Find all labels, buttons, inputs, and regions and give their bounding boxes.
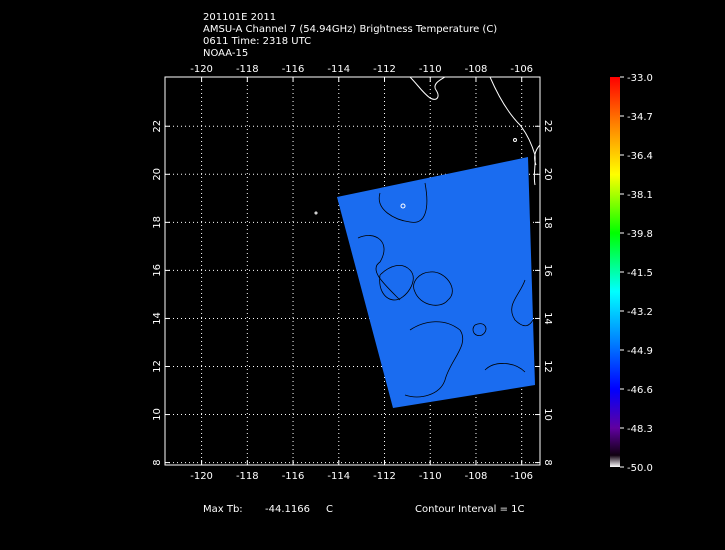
lat-label: 10 (152, 408, 163, 421)
lon-label: -116 (282, 471, 305, 482)
colorbar-label: -48.3 (627, 424, 653, 435)
lat-label: 8 (152, 459, 163, 465)
lon-label: -108 (465, 64, 488, 75)
lon-label: -118 (236, 471, 259, 482)
colorbar (610, 77, 620, 467)
lat-label: 18 (152, 216, 163, 229)
lat-label: 10 (542, 408, 553, 421)
coastline (314, 77, 540, 215)
lon-label: -118 (236, 64, 259, 75)
map-frame (164, 76, 541, 466)
colorbar-label: -43.2 (627, 307, 653, 318)
colorbar-label: -39.8 (627, 229, 653, 240)
footer-text: C (326, 504, 333, 515)
colorbar-label: -50.0 (627, 463, 653, 474)
lat-label: 14 (152, 312, 163, 325)
header-line: AMSU-A Channel 7 (54.94GHz) Brightness T… (203, 24, 497, 35)
swath (337, 157, 535, 408)
lat-label: 16 (152, 264, 163, 277)
lat-label: 12 (542, 360, 553, 373)
lat-label: 12 (152, 360, 163, 373)
footer-text: Contour Interval = 1C (415, 504, 525, 515)
map-content (314, 77, 540, 408)
contours (357, 182, 534, 398)
colorbar-label: -46.6 (627, 385, 653, 396)
lat-label: 16 (542, 264, 553, 277)
lon-label: -106 (510, 64, 533, 75)
lon-label: -112 (373, 64, 396, 75)
colorbar-label: -44.9 (627, 346, 653, 357)
lon-label: -108 (465, 471, 488, 482)
lat-label: 22 (152, 120, 163, 133)
lat-label: 20 (152, 168, 163, 181)
footer-text: -44.1166 (265, 504, 310, 515)
lon-label: -120 (190, 64, 213, 75)
lat-label: 18 (542, 216, 553, 229)
lon-label: -114 (327, 64, 350, 75)
lon-label: -114 (327, 471, 350, 482)
colorbar-label: -34.7 (627, 112, 653, 123)
lat-label: 8 (542, 459, 553, 465)
colorbar-label: -36.4 (627, 151, 653, 162)
lon-label: -112 (373, 471, 396, 482)
header-line: 0611 Time: 2318 UTC (203, 36, 311, 47)
colorbar-label: -33.0 (627, 73, 653, 84)
lat-label: 22 (542, 120, 553, 133)
colorbar-label: -41.5 (627, 268, 653, 279)
colorbar-label: -38.1 (627, 190, 653, 201)
lon-label: -120 (190, 471, 213, 482)
lon-label: -110 (419, 64, 442, 75)
header-line: 201101E 2011 (203, 12, 276, 23)
lat-label: 14 (542, 312, 553, 325)
footer-text: Max Tb: (203, 504, 243, 515)
lon-label: -116 (282, 64, 305, 75)
lon-label: -110 (419, 471, 442, 482)
lat-label: 20 (542, 168, 553, 181)
lon-label: -106 (510, 471, 533, 482)
header-line: NOAA-15 (203, 48, 248, 59)
